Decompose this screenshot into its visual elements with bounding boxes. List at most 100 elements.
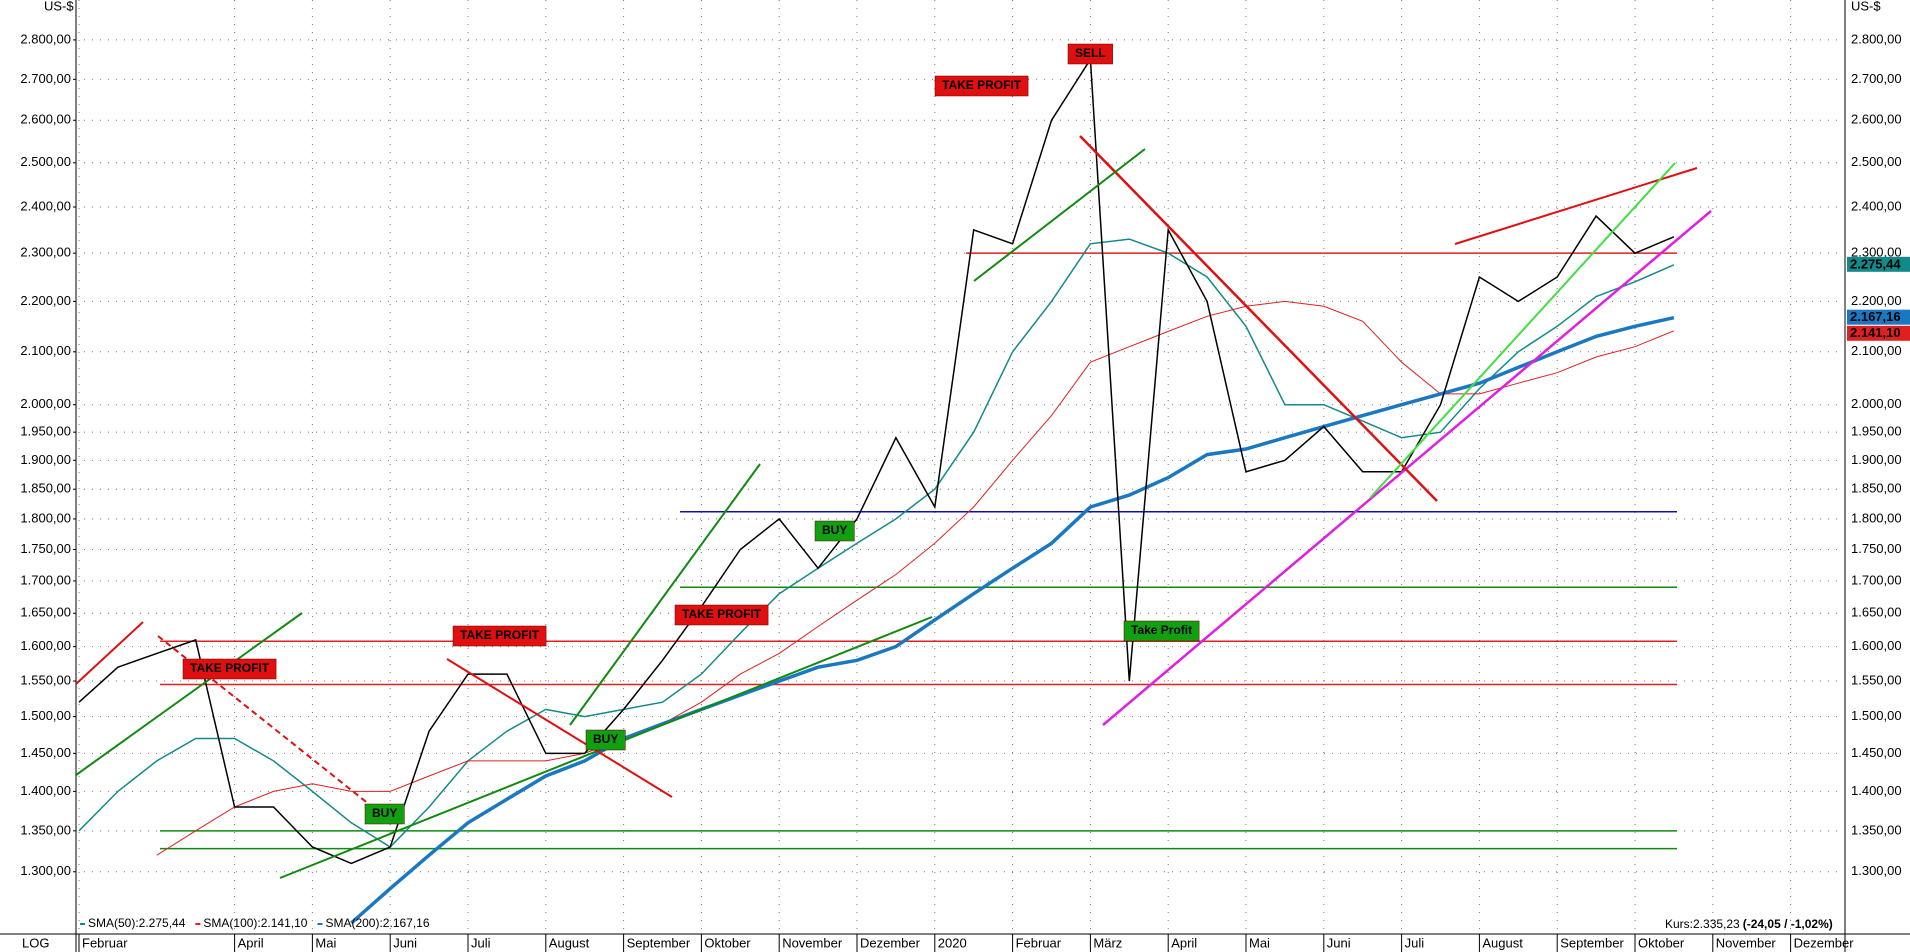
y-tick-label: 1.300,00 xyxy=(20,863,71,878)
y-tick-label-right: 1.300,00 xyxy=(1851,863,1902,878)
quote-change: (-24,05 / -1,02%) xyxy=(1743,917,1833,931)
y-tick-label-right: 2.400,00 xyxy=(1851,198,1902,213)
y-tick-label-right: 2.600,00 xyxy=(1851,112,1902,127)
x-tick-label: Juli xyxy=(471,935,491,950)
x-tick-label: 2020 xyxy=(938,935,967,950)
y-tick-label-right: 1.650,00 xyxy=(1851,605,1902,620)
x-tick-label: Dezember xyxy=(860,935,921,950)
x-tick-label: November xyxy=(782,935,843,950)
y-tick-label: 1.800,00 xyxy=(20,510,71,525)
y-tick-label-right: 2.100,00 xyxy=(1851,343,1902,358)
trend-line xyxy=(1079,135,1438,502)
x-tick-label: September xyxy=(627,935,691,950)
price-line xyxy=(78,57,1675,865)
y-tick-label-right: 2.300,00 xyxy=(1851,245,1902,260)
trend-line xyxy=(76,621,144,685)
price-tag xyxy=(1847,309,1910,325)
y-tick-label: 1.750,00 xyxy=(20,541,71,556)
price-tag-label: 2.167,16 xyxy=(1850,309,1901,324)
annotation-box xyxy=(814,520,855,542)
unit-label-right: US-$ xyxy=(1851,0,1881,13)
y-tick-label-right: 2.500,00 xyxy=(1851,154,1902,169)
y-tick-label-right: 1.950,00 xyxy=(1851,424,1902,439)
y-tick-label-right: 1.750,00 xyxy=(1851,541,1902,556)
y-tick-label: 2.300,00 xyxy=(20,245,71,260)
x-tick-label: Oktober xyxy=(1638,935,1685,950)
y-tick-label-right: 1.350,00 xyxy=(1851,822,1902,837)
trend-line xyxy=(1454,167,1698,245)
annotation-label: SELL xyxy=(1075,46,1106,60)
y-tick-label: 2.200,00 xyxy=(20,293,71,308)
y-tick-label: 2.400,00 xyxy=(20,198,71,213)
y-tick-label-right: 1.550,00 xyxy=(1851,672,1902,687)
y-tick-label-right: 1.400,00 xyxy=(1851,783,1902,798)
annotation-box xyxy=(182,658,277,680)
trend-line xyxy=(973,148,1146,282)
x-tick-label: November xyxy=(1716,935,1777,950)
x-tick-label: Juli xyxy=(1405,935,1425,950)
annotation-label: TAKE PROFIT xyxy=(190,661,270,675)
x-tick-label: August xyxy=(1482,935,1523,950)
y-tick-label-right: 1.600,00 xyxy=(1851,638,1902,653)
trend-line xyxy=(569,463,761,726)
y-tick-label: 2.000,00 xyxy=(20,396,71,411)
y-tick-label-right: 1.900,00 xyxy=(1851,452,1902,467)
y-tick-label: 1.400,00 xyxy=(20,783,71,798)
annotation-box xyxy=(674,604,769,626)
annotation-box xyxy=(934,75,1029,97)
unit-label-left: US-$ xyxy=(44,0,74,13)
annotation-label: BUY xyxy=(593,732,618,746)
sma-line xyxy=(156,300,1675,856)
trend-line xyxy=(446,658,673,798)
y-tick-label-right: 1.850,00 xyxy=(1851,481,1902,496)
trend-lines xyxy=(76,135,1712,879)
sma-line xyxy=(350,315,1675,925)
price-tag xyxy=(1847,256,1910,272)
legend-entry: SMA(200):2.167,16 xyxy=(325,916,429,930)
annotation-label: BUY xyxy=(372,806,397,820)
annotation-label: TAKE PROFIT xyxy=(942,78,1022,92)
x-tick-label: Februar xyxy=(1016,935,1062,950)
annotation-label: TAKE PROFIT xyxy=(682,607,762,621)
y-tick-label-right: 2.700,00 xyxy=(1851,71,1902,86)
y-tick-label-right: 1.500,00 xyxy=(1851,708,1902,723)
y-tick-label: 1.550,00 xyxy=(20,672,71,687)
legend-entry: SMA(100):2.141,10 xyxy=(203,916,307,930)
trend-line xyxy=(1369,162,1676,499)
price-tag xyxy=(1847,325,1910,341)
y-tick-label: 1.900,00 xyxy=(20,452,71,467)
trend-line xyxy=(1102,210,1712,726)
x-tick-label: Juni xyxy=(1327,935,1351,950)
y-tick-label: 2.700,00 xyxy=(20,71,71,86)
annotation-box xyxy=(364,803,405,825)
y-tick-label-right: 2.200,00 xyxy=(1851,293,1902,308)
price-tag-label: 2.275,44 xyxy=(1850,256,1901,271)
y-tick-label: 1.700,00 xyxy=(20,572,71,587)
x-tick-label: Februar xyxy=(82,935,128,950)
x-tick-label: Juni xyxy=(393,935,417,950)
y-tick-label: 1.850,00 xyxy=(20,481,71,496)
y-tick-label: 2.800,00 xyxy=(20,31,71,46)
annotation-box xyxy=(1067,43,1113,65)
x-tick-label: Dezember xyxy=(1794,935,1855,950)
scale-label: LOG xyxy=(22,935,49,950)
y-tick-label-right: 1.700,00 xyxy=(1851,572,1902,587)
y-tick-label-right: 1.800,00 xyxy=(1851,510,1902,525)
x-tick-label: Oktober xyxy=(704,935,751,950)
sma-line xyxy=(78,238,1675,848)
y-tick-label: 1.350,00 xyxy=(20,822,71,837)
annotation-box xyxy=(585,729,626,751)
y-tick-label: 1.650,00 xyxy=(20,605,71,620)
legend-entry: SMA(50):2.275,44 xyxy=(88,916,186,930)
y-tick-label: 1.600,00 xyxy=(20,638,71,653)
x-tick-label: April xyxy=(238,935,264,950)
x-tick-label: Mai xyxy=(315,935,336,950)
annotation-box xyxy=(1123,620,1200,642)
annotation-box xyxy=(452,625,547,647)
annotation-label: Take Profit xyxy=(1131,623,1192,637)
x-tick-label: April xyxy=(1171,935,1197,950)
y-tick-label: 2.500,00 xyxy=(20,154,71,169)
annotation-label: BUY xyxy=(822,523,847,537)
